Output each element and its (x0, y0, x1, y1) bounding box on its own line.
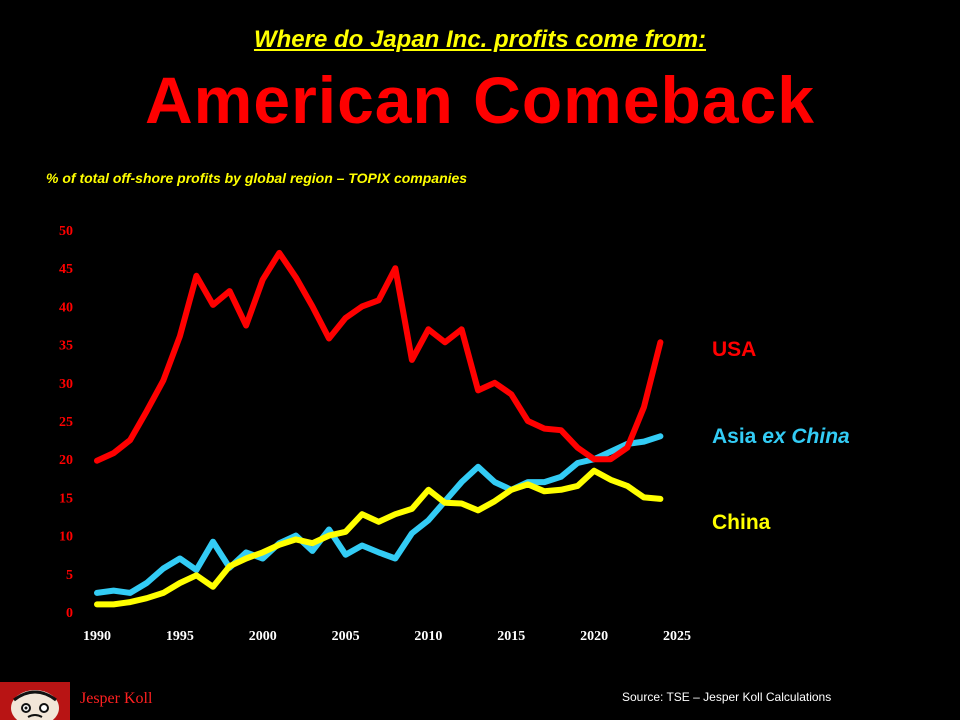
series-line-usa (94, 249, 664, 464)
y-tick-label: 5 (66, 568, 73, 583)
x-tick-label: 1990 (83, 629, 111, 644)
y-tick-label: 15 (59, 491, 73, 506)
x-tick-label: 2025 (663, 629, 691, 644)
series-lines (94, 249, 664, 608)
chart-supertitle: Where do Japan Inc. profits come from: (253, 26, 707, 53)
x-tick-label: 2000 (249, 629, 277, 644)
y-tick-label: 45 (59, 262, 73, 277)
legend-asia-prefix: Asia (712, 425, 763, 448)
x-axis-ticks: 1990 1995 2000 2005 2010 2015 2020 2025 (83, 629, 691, 644)
y-tick-label: 30 (59, 377, 73, 392)
author-name: Jesper Koll (80, 690, 153, 707)
y-tick-label: 40 (59, 300, 73, 315)
daruma-logo-icon (0, 682, 70, 720)
series-line-asia-ex-china (94, 433, 664, 596)
y-tick-label: 35 (59, 339, 73, 354)
y-tick-label: 50 (59, 224, 73, 239)
x-tick-label: 1995 (166, 629, 194, 644)
x-tick-label: 2005 (332, 629, 360, 644)
legend-usa: USA (712, 338, 757, 361)
x-tick-label: 2010 (414, 629, 442, 644)
y-tick-label: 0 (66, 606, 73, 621)
legend-china: China (712, 511, 771, 534)
y-tick-label: 25 (59, 415, 73, 430)
source-note: Source: TSE – Jesper Koll Calculations (622, 690, 832, 704)
chart-subtitle: % of total off-shore profits by global r… (46, 170, 468, 186)
series-line-china (94, 467, 664, 608)
legend-asia-ex-china: Asia ex China (712, 425, 850, 449)
y-axis-ticks: 0 5 10 15 20 25 30 35 40 45 50 (59, 224, 73, 621)
y-tick-label: 10 (59, 530, 73, 545)
legend-asia-italic: ex China (762, 425, 850, 448)
x-tick-label: 2020 (580, 629, 608, 644)
x-tick-label: 2015 (497, 629, 525, 644)
chart-title: American Comeback (145, 63, 815, 137)
y-tick-label: 20 (59, 453, 73, 468)
